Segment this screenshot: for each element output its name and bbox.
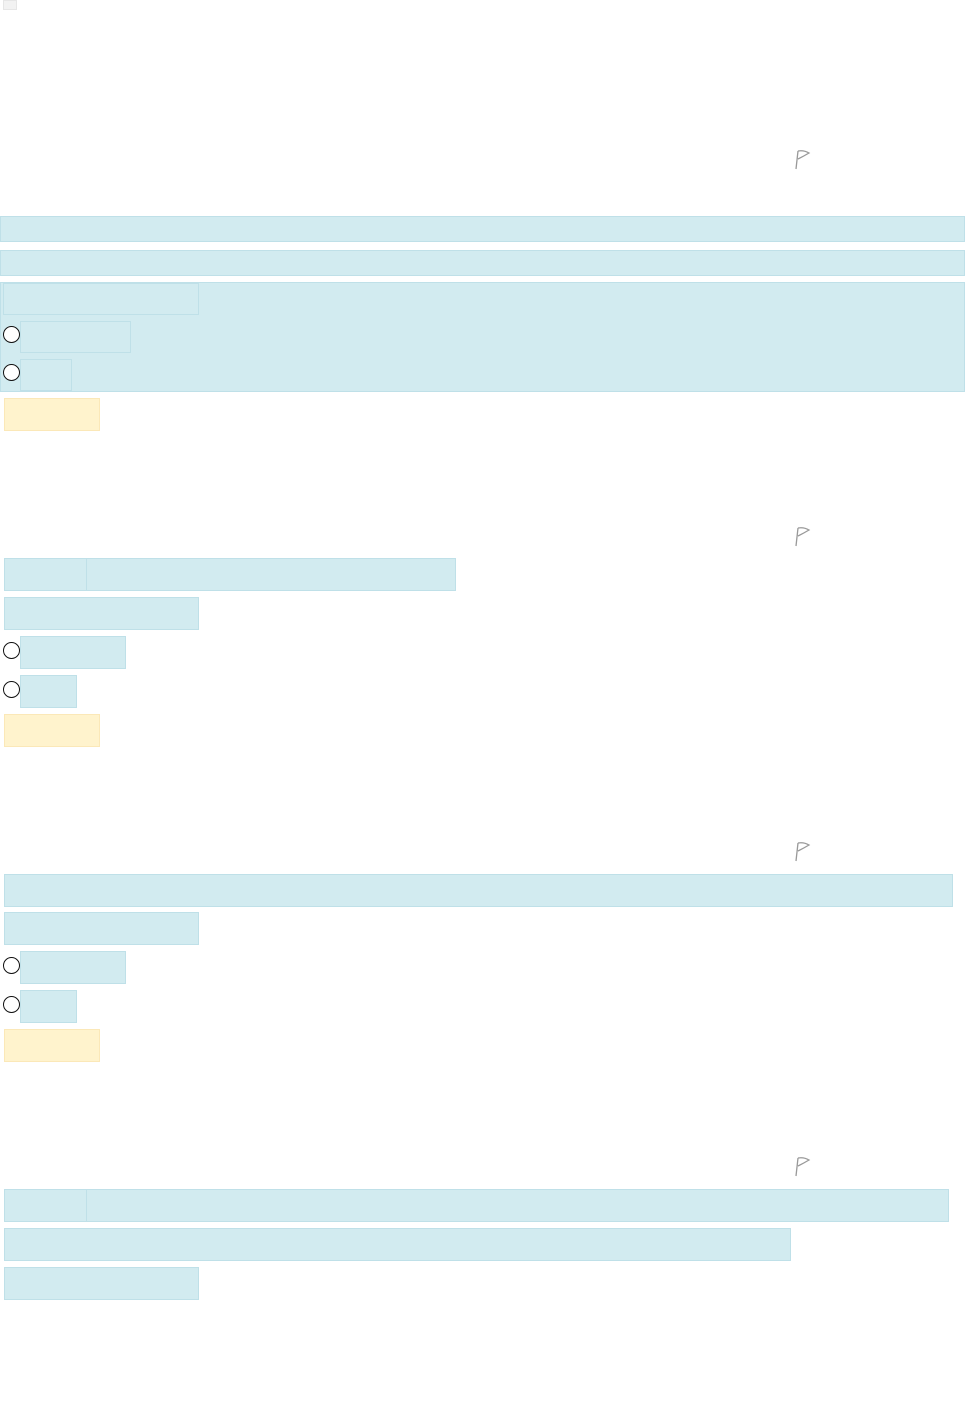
- radio-button[interactable]: [3, 681, 20, 698]
- highlight-row: [0, 216, 965, 242]
- text-placeholder: [4, 597, 199, 630]
- radio-button[interactable]: [3, 642, 20, 659]
- text-placeholder: [86, 1189, 949, 1222]
- radio-button[interactable]: [3, 326, 20, 343]
- text-placeholder: [4, 1189, 87, 1222]
- text-placeholder: [4, 912, 199, 945]
- flag-icon[interactable]: [793, 1155, 813, 1177]
- option-placeholder: [20, 990, 77, 1023]
- radio-button[interactable]: [3, 957, 20, 974]
- flag-icon[interactable]: [793, 840, 813, 862]
- radio-button[interactable]: [3, 364, 20, 381]
- option-placeholder: [20, 951, 126, 984]
- button-placeholder[interactable]: [4, 714, 100, 747]
- option-placeholder: [20, 321, 131, 353]
- text-placeholder: [3, 283, 199, 315]
- option-placeholder: [20, 636, 126, 669]
- button-placeholder[interactable]: [4, 398, 100, 431]
- flag-icon[interactable]: [793, 148, 813, 170]
- text-placeholder: [86, 558, 456, 591]
- highlight-row: [0, 250, 965, 276]
- option-placeholder: [20, 359, 72, 391]
- corner-icon: [3, 0, 17, 10]
- text-placeholder: [4, 1228, 791, 1261]
- option-placeholder: [20, 675, 77, 708]
- radio-button[interactable]: [3, 996, 20, 1013]
- text-placeholder: [4, 874, 953, 907]
- text-placeholder: [4, 1267, 199, 1300]
- flag-icon[interactable]: [793, 525, 813, 547]
- button-placeholder[interactable]: [4, 1029, 100, 1062]
- text-placeholder: [4, 558, 87, 591]
